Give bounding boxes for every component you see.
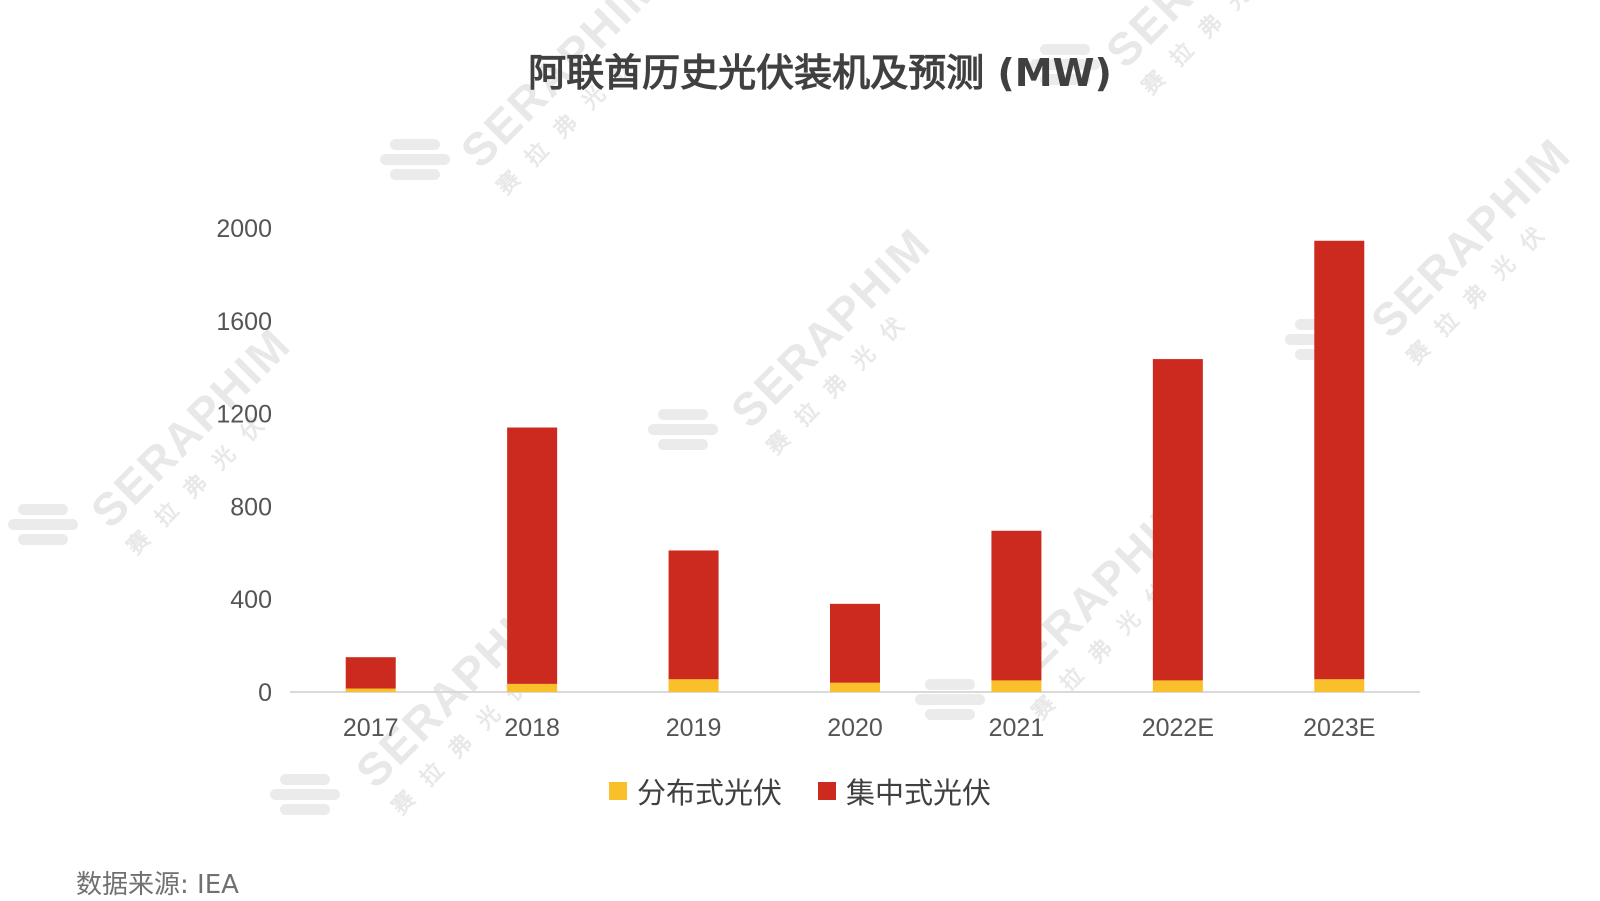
x-axis: 2017 2018 2019 2020 2021 2022E 2023E — [343, 714, 1376, 742]
y-tick-label: 2000 — [216, 215, 272, 243]
bar-centralized-2018 — [507, 427, 558, 684]
legend-label-centralized: 集中式光伏 — [846, 776, 992, 810]
x-tick-label: 2017 — [343, 714, 399, 742]
bar-distributed-2018 — [507, 683, 558, 692]
legend-swatch-distributed — [608, 782, 627, 800]
x-tick-label: 2023E — [1303, 714, 1375, 742]
x-tick-label: 2020 — [827, 714, 883, 742]
bar-centralized-2021 — [991, 530, 1042, 681]
bar-centralized-2023E — [1314, 240, 1365, 680]
y-tick-label: 0 — [258, 679, 272, 707]
y-axis: 0 400 800 1200 1600 2000 — [216, 215, 272, 707]
legend-label-distributed: 分布式光伏 — [636, 776, 782, 810]
legend-item-distributed: 分布式光伏 — [608, 770, 782, 812]
x-tick-label: 2019 — [666, 714, 722, 742]
source-note: 数据来源: IEA — [76, 870, 239, 900]
bar-distributed-2021 — [991, 680, 1042, 692]
bar-centralized-2022E — [1152, 359, 1203, 681]
chart-title: 阿联酋历史光伏装机及预测 (MW) — [528, 51, 1112, 95]
bar-distributed-2017 — [345, 688, 396, 692]
bar-distributed-2023E — [1314, 679, 1365, 692]
y-tick-label: 1600 — [216, 308, 272, 336]
y-tick-label: 1200 — [216, 401, 272, 429]
legend-swatch-centralized — [818, 782, 836, 800]
x-tick-label: 2021 — [989, 714, 1045, 742]
bars — [345, 240, 1365, 692]
bar-centralized-2020 — [830, 603, 880, 683]
x-tick-label: 2018 — [504, 714, 560, 742]
legend-item-centralized: 集中式光伏 — [818, 770, 991, 812]
legend: 分布式光伏 集中式光伏 — [0, 770, 1600, 812]
bar-distributed-2020 — [830, 682, 880, 692]
x-tick-label: 2022E — [1142, 714, 1214, 742]
bar-distributed-2019 — [668, 679, 719, 692]
bar-centralized-2019 — [668, 550, 719, 680]
y-tick-label: 400 — [230, 586, 272, 614]
bar-distributed-2022E — [1152, 680, 1203, 692]
y-tick-label: 800 — [230, 493, 272, 521]
bar-centralized-2017 — [345, 657, 396, 689]
